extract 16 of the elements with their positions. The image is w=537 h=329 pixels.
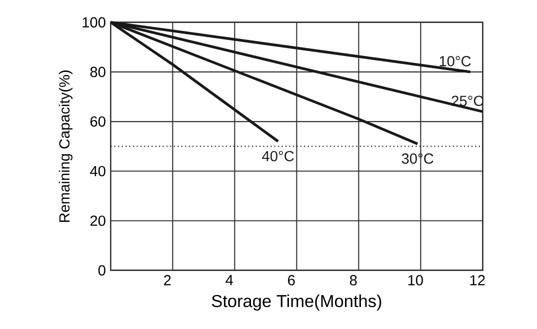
- x-tick-label: 2: [164, 275, 171, 286]
- series-label: 10°C: [440, 56, 471, 66]
- x-tick-label: 4: [226, 275, 233, 286]
- y-tick-label: 60: [90, 116, 106, 127]
- y-tick-label: 40: [90, 166, 106, 176]
- x-tick-label: 12: [470, 275, 485, 286]
- x-tick-label: 8: [350, 275, 357, 286]
- series-label: 40°C: [262, 150, 294, 162]
- y-tick-label: 80: [90, 66, 106, 78]
- x-tick-label: 6: [288, 275, 295, 286]
- y-tick-label: 0: [98, 265, 106, 276]
- y-axis-title: Remaining Capacity(%): [58, 70, 72, 222]
- x-tick-label: 10: [408, 275, 423, 286]
- x-axis-title: Storage Time(Months): [212, 294, 382, 311]
- y-tick-label: 100: [82, 17, 106, 28]
- y-tick-label: 20: [90, 216, 106, 226]
